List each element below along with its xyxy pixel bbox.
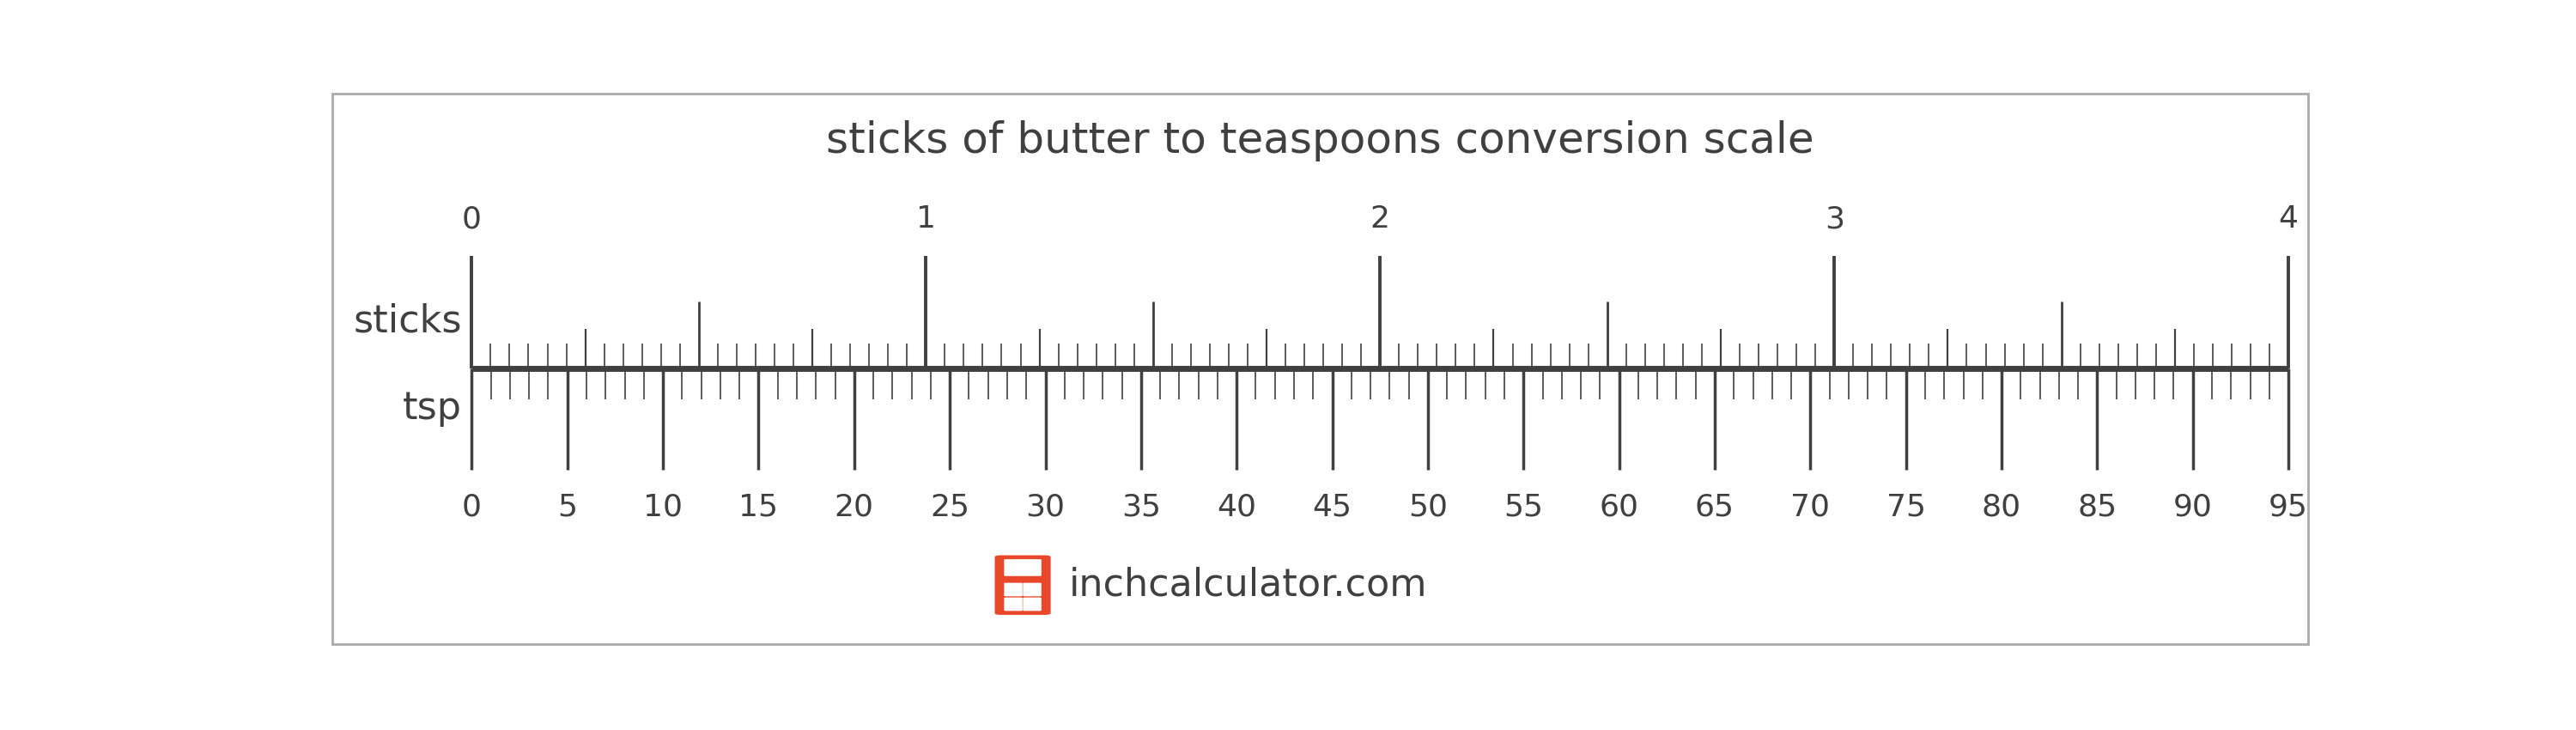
Text: sticks: sticks bbox=[353, 303, 461, 340]
Text: sticks of butter to teaspoons conversion scale: sticks of butter to teaspoons conversion… bbox=[827, 120, 1814, 161]
FancyBboxPatch shape bbox=[1005, 597, 1023, 611]
Text: 40: 40 bbox=[1216, 492, 1257, 521]
Text: 20: 20 bbox=[835, 492, 873, 521]
Text: 45: 45 bbox=[1314, 492, 1352, 521]
Text: 25: 25 bbox=[930, 492, 969, 521]
Text: 75: 75 bbox=[1886, 492, 1927, 521]
Text: 2: 2 bbox=[1370, 204, 1391, 234]
Text: 1: 1 bbox=[917, 204, 935, 234]
Text: 70: 70 bbox=[1790, 492, 1829, 521]
Text: 60: 60 bbox=[1600, 492, 1638, 521]
Text: 4: 4 bbox=[2280, 204, 2298, 234]
Text: 90: 90 bbox=[2174, 492, 2213, 521]
Text: 0: 0 bbox=[461, 204, 482, 234]
Text: 5: 5 bbox=[556, 492, 577, 521]
FancyBboxPatch shape bbox=[994, 556, 1051, 615]
FancyBboxPatch shape bbox=[1005, 559, 1041, 576]
Text: 15: 15 bbox=[739, 492, 778, 521]
Text: 65: 65 bbox=[1695, 492, 1734, 521]
Text: 3: 3 bbox=[1824, 204, 1844, 234]
Text: 80: 80 bbox=[1981, 492, 2022, 521]
Text: 10: 10 bbox=[644, 492, 683, 521]
Text: 35: 35 bbox=[1121, 492, 1162, 521]
Text: inchcalculator.com: inchcalculator.com bbox=[1069, 566, 1427, 604]
Text: 0: 0 bbox=[461, 492, 482, 521]
Text: 85: 85 bbox=[2076, 492, 2117, 521]
FancyBboxPatch shape bbox=[1023, 597, 1041, 611]
Text: 50: 50 bbox=[1409, 492, 1448, 521]
FancyBboxPatch shape bbox=[1023, 583, 1041, 596]
Text: 30: 30 bbox=[1025, 492, 1066, 521]
Text: 95: 95 bbox=[2269, 492, 2308, 521]
FancyBboxPatch shape bbox=[1005, 583, 1023, 596]
Text: 55: 55 bbox=[1504, 492, 1543, 521]
Text: tsp: tsp bbox=[402, 390, 461, 426]
FancyBboxPatch shape bbox=[332, 93, 2308, 644]
